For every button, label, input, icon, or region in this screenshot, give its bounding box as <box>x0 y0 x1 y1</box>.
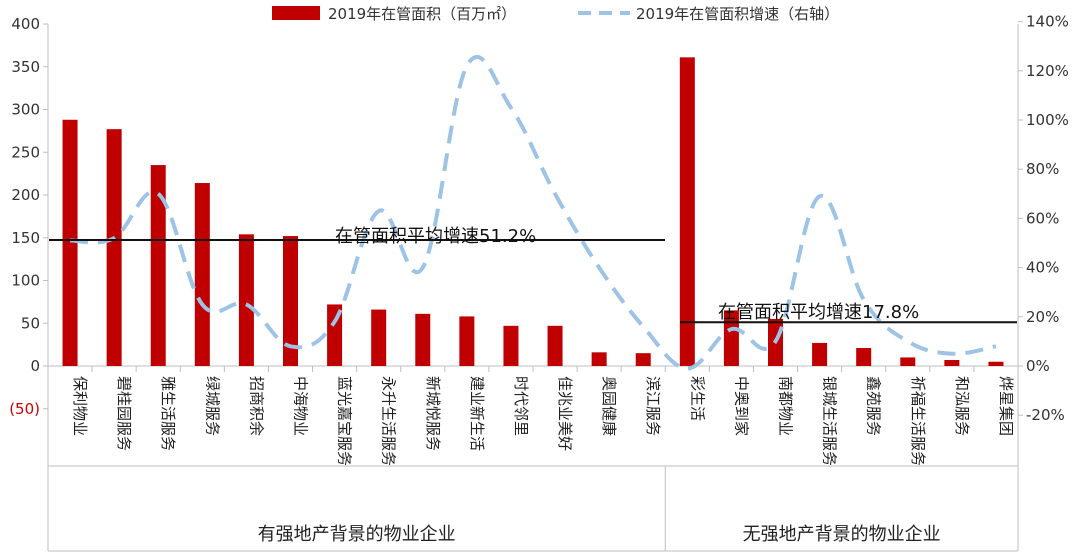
right-tick-label: 0% <box>1026 357 1050 375</box>
left-tick-label: 50 <box>21 314 40 332</box>
bar-佳兆业美好 <box>547 325 563 366</box>
bar-新城悦服务 <box>415 313 431 366</box>
bar-银城生活服务 <box>812 342 828 366</box>
left-tick-label: 350 <box>11 58 40 76</box>
left-tick-label: 100 <box>11 272 40 290</box>
category-label: 鑫苑服务 <box>865 376 883 436</box>
category-label: 碧桂园服务 <box>115 376 133 451</box>
category-labels: 有强地产背景的物业企业 无强地产背景的物业企业 保利物业 碧桂园服务 雅生活服务 绿城服务… <box>71 376 1015 545</box>
left-tick-label: 0 <box>30 357 40 375</box>
left-tick-label: 250 <box>11 143 40 161</box>
bar-奥园健康 <box>591 352 607 366</box>
axes: (50) 0 50 100 150 200 250 300 350 400 -20% 0% 20% 40%… <box>9 13 1069 552</box>
category-label: 中奥到家 <box>732 376 750 436</box>
bar-永升生活服务 <box>371 309 387 366</box>
bar-蓝光嘉宝服务 <box>327 304 343 366</box>
bar-绿城服务 <box>194 183 210 366</box>
category-label: 时代邻里 <box>512 376 530 436</box>
growth-rate-line <box>69 55 997 371</box>
category-label: 新城悦服务 <box>424 376 442 451</box>
category-label: 银城生活服务 <box>821 376 839 466</box>
avg-annotation-group1: 在管面积平均增速51.2% <box>335 226 536 247</box>
category-label: 和泓服务 <box>953 376 971 436</box>
bar-和泓服务 <box>944 360 960 366</box>
category-label: 烨星集团 <box>997 376 1015 436</box>
bar-彩生活 <box>679 57 695 366</box>
right-tick-label: 60% <box>1026 209 1059 227</box>
bar-滨江服务 <box>635 353 651 366</box>
category-label: 蓝光嘉宝服务 <box>336 376 354 466</box>
bar-鑫苑服务 <box>856 348 872 366</box>
left-tick-label: 400 <box>11 15 40 33</box>
right-tick-label: 120% <box>1026 62 1069 80</box>
bar-祈福生活服务 <box>900 357 916 366</box>
legend-bar-label: 2019年在管面积（百万㎡） <box>328 5 516 23</box>
category-label: 佳兆业美好 <box>556 376 574 451</box>
category-label: 滨江服务 <box>644 376 662 436</box>
bar-保利物业 <box>62 119 78 366</box>
category-label: 绿城服务 <box>203 376 221 436</box>
avg-annotation-group2: 在管面积平均增速17.8% <box>718 302 919 323</box>
right-tick-label: 40% <box>1026 259 1059 277</box>
category-label: 招商积余 <box>247 376 265 436</box>
bar-碧桂园服务 <box>106 129 122 366</box>
category-label: 彩生活 <box>688 376 706 421</box>
bar-中奥到家 <box>723 310 739 366</box>
right-tick-label: -20% <box>1026 406 1065 424</box>
category-label: 奥园健康 <box>600 376 618 436</box>
bar-雅生活服务 <box>150 165 166 366</box>
category-label: 雅生活服务 <box>159 376 177 451</box>
bar-时代邻里 <box>503 325 519 366</box>
growth-line-series <box>69 55 997 371</box>
left-tick-label: 300 <box>11 101 40 119</box>
bar-中海物业 <box>283 236 298 366</box>
category-label: 建业新生活 <box>468 376 486 451</box>
right-tick-label: 20% <box>1026 308 1059 326</box>
average-lines: 在管面积平均增速51.2% 在管面积平均增速17.8% <box>49 226 1017 324</box>
right-tick-label: 100% <box>1026 111 1069 129</box>
right-tick-label: 140% <box>1026 13 1069 31</box>
group-label-2: 无强地产背景的物业企业 <box>743 524 941 545</box>
right-tick-label: 80% <box>1026 160 1059 178</box>
group-label-1: 有强地产背景的物业企业 <box>258 524 456 545</box>
left-tick-label: (50) <box>9 400 40 418</box>
bar-建业新生活 <box>459 316 475 366</box>
category-label: 永升生活服务 <box>380 376 398 466</box>
legend: 2019年在管面积（百万㎡） 2019年在管面积增速（右轴） <box>272 5 839 23</box>
legend-line-label: 2019年在管面积增速（右轴） <box>636 5 839 23</box>
left-tick-label: 200 <box>11 186 40 204</box>
category-label: 祈福生活服务 <box>909 376 927 466</box>
category-label: 南都物业 <box>777 376 795 436</box>
category-label: 中海物业 <box>292 376 310 436</box>
bar-烨星集团 <box>988 361 1004 366</box>
category-label: 保利物业 <box>71 376 89 436</box>
legend-bar-swatch <box>272 6 320 20</box>
left-tick-label: 150 <box>11 229 40 247</box>
bar-招商积余 <box>238 234 254 366</box>
